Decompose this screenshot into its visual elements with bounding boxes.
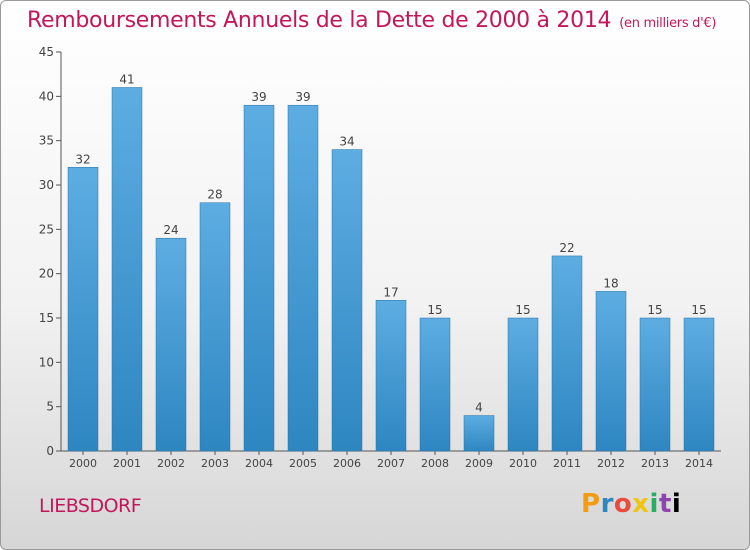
- logo-letter: x: [632, 489, 650, 519]
- x-tick-label: 2014: [685, 457, 713, 470]
- logo-letter: r: [600, 489, 614, 519]
- x-tick-label: 2007: [377, 457, 405, 470]
- x-tick-label: 2000: [69, 457, 97, 470]
- x-tick-label: 2006: [333, 457, 361, 470]
- y-tick-label: 0: [46, 444, 54, 458]
- data-label: 15: [515, 303, 530, 317]
- logo-letter: i: [671, 489, 682, 519]
- title-text: Remboursements Annuels de la Dette de 20…: [27, 8, 612, 33]
- bar: [199, 202, 231, 452]
- x-tick-label: 2001: [113, 457, 141, 470]
- y-tick-label: 30: [39, 178, 54, 192]
- bar: [375, 300, 407, 452]
- bar: [111, 87, 143, 452]
- data-label: 17: [383, 285, 398, 299]
- y-tick-label: 5: [46, 400, 54, 414]
- city-name: LIEBSDORF: [39, 495, 142, 517]
- unit-label: (en milliers d'€): [619, 16, 717, 31]
- y-tick-label: 45: [39, 45, 54, 59]
- bar: [287, 104, 319, 452]
- x-tick-label: 2005: [289, 457, 317, 470]
- bar: [507, 317, 539, 452]
- y-tick-label: 15: [39, 311, 54, 325]
- axes: 0 5 10 15 20 25 30 35 40 45 2000 2001 2002 2003 2004 20…: [39, 45, 721, 470]
- data-label: 18: [603, 276, 618, 290]
- data-label: 15: [427, 303, 442, 317]
- bar: [419, 317, 451, 452]
- logo-letter: o: [613, 489, 633, 519]
- x-tick-label: 2009: [465, 457, 493, 470]
- chart-title: Remboursements Annuels de la Dette de 20…: [27, 8, 716, 33]
- y-tick-label: 40: [39, 89, 54, 103]
- bar: [67, 167, 99, 452]
- data-label: 34: [339, 135, 354, 149]
- bar: [243, 104, 275, 452]
- data-label: 4: [475, 401, 483, 415]
- x-tick-label: 2002: [157, 457, 185, 470]
- bars: 32 41 24 28 39 39 34 17 15 4 15 22 18 15 15: [67, 72, 715, 452]
- logo-letter: i: [649, 489, 659, 519]
- logo-letter: t: [658, 489, 672, 519]
- bar: [463, 415, 495, 452]
- logo-letter: P: [581, 489, 601, 519]
- x-tick-label: 2010: [509, 457, 537, 470]
- data-label: 28: [207, 188, 222, 202]
- proxiti-logo: Proxiti: [581, 489, 681, 519]
- data-label: 32: [75, 152, 90, 166]
- data-label: 39: [295, 90, 310, 104]
- data-label: 41: [119, 72, 134, 86]
- bar: [551, 255, 583, 452]
- y-tick-label: 35: [39, 134, 54, 148]
- x-tick-label: 2004: [245, 457, 273, 470]
- x-tick-label: 2013: [641, 457, 669, 470]
- bar: [331, 149, 363, 452]
- x-tick-label: 2011: [553, 457, 581, 470]
- data-label: 15: [691, 303, 706, 317]
- data-label: 24: [163, 223, 178, 237]
- x-tick-label: 2008: [421, 457, 449, 470]
- y-tick-label: 10: [39, 355, 54, 369]
- x-tick-label: 2003: [201, 457, 229, 470]
- data-label: 39: [251, 90, 266, 104]
- bar: [683, 317, 715, 452]
- bar: [155, 237, 187, 452]
- y-tick-label: 20: [39, 267, 54, 281]
- data-label: 15: [647, 303, 662, 317]
- data-label: 22: [559, 241, 574, 255]
- y-tick-label: 25: [39, 222, 54, 236]
- x-tick-label: 2012: [597, 457, 625, 470]
- bar: [595, 291, 627, 452]
- bar: [639, 317, 671, 452]
